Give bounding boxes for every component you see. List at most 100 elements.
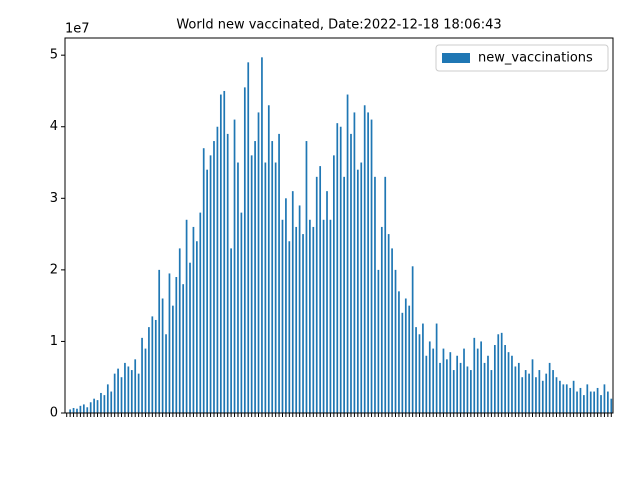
bar — [100, 392, 102, 413]
bar — [302, 234, 304, 413]
bar — [141, 337, 143, 413]
bar — [69, 409, 71, 413]
bar — [288, 241, 291, 413]
bar — [367, 112, 369, 413]
bar — [596, 387, 599, 413]
bar — [298, 205, 301, 413]
bar — [295, 226, 298, 413]
bar — [511, 355, 513, 413]
bar — [610, 398, 613, 413]
bar — [137, 373, 140, 413]
bar — [449, 352, 452, 413]
bar — [223, 90, 226, 414]
bar — [72, 407, 75, 413]
bar — [158, 269, 161, 413]
bar — [343, 176, 345, 413]
bar — [466, 366, 469, 413]
bar — [230, 248, 232, 413]
bar — [199, 212, 202, 413]
plot-frame — [64, 37, 614, 414]
bar — [463, 348, 465, 413]
bar — [535, 377, 537, 413]
bar — [233, 119, 236, 413]
bar — [565, 384, 568, 413]
bar — [415, 327, 417, 413]
bar — [161, 298, 164, 413]
bar — [607, 391, 609, 413]
bar — [422, 323, 424, 413]
bar — [370, 119, 373, 413]
bar — [144, 348, 147, 413]
bar — [353, 112, 356, 413]
bar — [521, 377, 524, 413]
bar — [572, 380, 575, 413]
bar — [175, 277, 178, 413]
bar — [418, 334, 421, 413]
bar — [134, 359, 137, 413]
legend-swatch — [442, 53, 470, 63]
bar — [541, 380, 544, 413]
bar — [507, 352, 510, 413]
bar — [603, 384, 606, 413]
bar — [333, 155, 335, 414]
bar — [442, 348, 445, 413]
bar — [247, 62, 250, 413]
bar — [103, 395, 106, 413]
bar — [202, 148, 205, 413]
bar — [473, 337, 476, 413]
bar — [576, 391, 578, 413]
bar — [391, 248, 393, 413]
bar — [562, 384, 565, 413]
bar — [113, 373, 116, 413]
bar — [189, 262, 191, 413]
bar — [487, 355, 489, 413]
bar — [569, 387, 572, 413]
bar — [192, 226, 195, 413]
bar — [387, 234, 390, 413]
bar — [408, 305, 411, 413]
bar — [127, 366, 130, 413]
bar — [79, 405, 82, 413]
bar — [86, 407, 89, 413]
bar — [459, 362, 462, 413]
y-tick-label: 5 — [50, 48, 58, 63]
bar — [589, 391, 592, 413]
bar — [470, 370, 472, 413]
bar — [216, 126, 219, 414]
bar — [322, 219, 325, 413]
bar — [446, 359, 448, 413]
bar — [326, 191, 328, 413]
bar — [559, 380, 561, 413]
bar — [271, 141, 274, 413]
bar — [493, 345, 496, 413]
bar — [432, 348, 435, 413]
bar — [315, 176, 318, 413]
bar — [130, 370, 133, 413]
bar — [490, 370, 493, 413]
bar — [257, 112, 260, 413]
bar — [586, 384, 589, 413]
bar — [93, 398, 95, 413]
bar — [124, 362, 126, 413]
bar — [76, 408, 78, 413]
bar — [285, 198, 287, 413]
bar — [394, 269, 397, 413]
y-tick-label: 4 — [50, 119, 58, 134]
y-tick-label: 2 — [50, 262, 58, 277]
bar — [411, 266, 414, 413]
bar — [96, 400, 99, 413]
bar — [261, 57, 263, 414]
bar — [281, 219, 284, 413]
bar — [243, 87, 246, 414]
bar — [154, 319, 157, 413]
bar — [514, 366, 517, 413]
bar — [237, 162, 239, 413]
bar — [254, 141, 256, 413]
bar — [250, 155, 253, 414]
bar — [172, 305, 174, 413]
bar — [552, 370, 554, 413]
bar — [452, 370, 455, 413]
bar — [226, 133, 229, 413]
bar — [476, 348, 479, 413]
bar — [312, 226, 315, 413]
